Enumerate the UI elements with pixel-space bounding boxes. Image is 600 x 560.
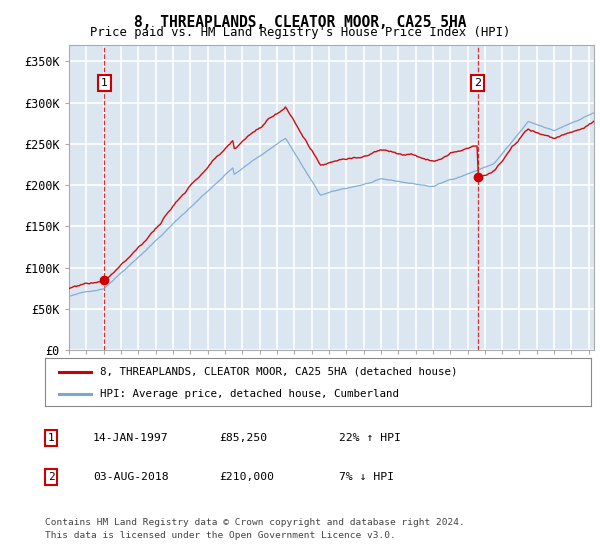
Text: 1: 1 bbox=[101, 78, 108, 88]
Text: 22% ↑ HPI: 22% ↑ HPI bbox=[339, 433, 401, 443]
Text: HPI: Average price, detached house, Cumberland: HPI: Average price, detached house, Cumb… bbox=[100, 389, 398, 399]
Text: 03-AUG-2018: 03-AUG-2018 bbox=[93, 472, 169, 482]
Text: Contains HM Land Registry data © Crown copyright and database right 2024.
This d: Contains HM Land Registry data © Crown c… bbox=[45, 518, 465, 539]
Text: 2: 2 bbox=[47, 472, 55, 482]
Text: 7% ↓ HPI: 7% ↓ HPI bbox=[339, 472, 394, 482]
Text: 2: 2 bbox=[474, 78, 481, 88]
Text: 1: 1 bbox=[47, 433, 55, 443]
Text: 14-JAN-1997: 14-JAN-1997 bbox=[93, 433, 169, 443]
Text: Price paid vs. HM Land Registry's House Price Index (HPI): Price paid vs. HM Land Registry's House … bbox=[90, 26, 510, 39]
Text: £85,250: £85,250 bbox=[219, 433, 267, 443]
Text: 8, THREAPLANDS, CLEATOR MOOR, CA25 5HA (detached house): 8, THREAPLANDS, CLEATOR MOOR, CA25 5HA (… bbox=[100, 367, 457, 377]
Text: 8, THREAPLANDS, CLEATOR MOOR, CA25 5HA: 8, THREAPLANDS, CLEATOR MOOR, CA25 5HA bbox=[134, 15, 466, 30]
Text: £210,000: £210,000 bbox=[219, 472, 274, 482]
